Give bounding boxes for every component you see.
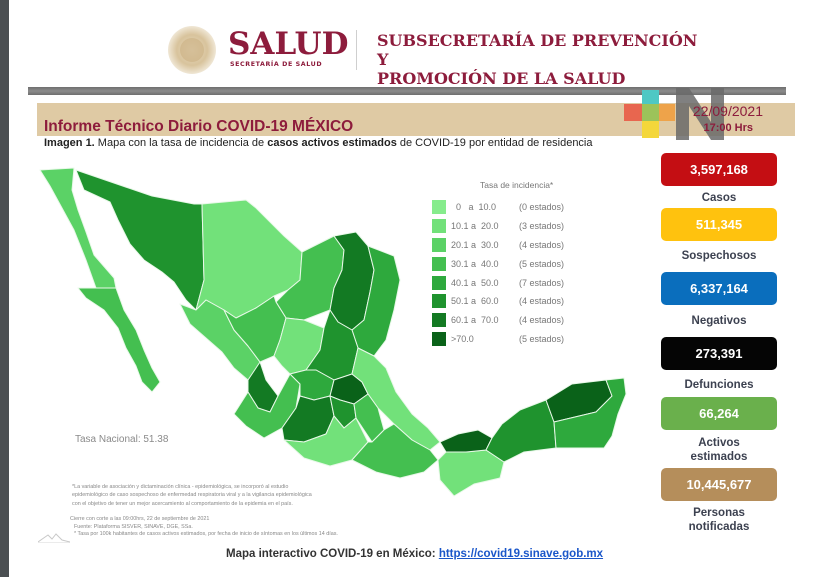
legend-range: 50.1 a 60.0 xyxy=(451,296,499,307)
legend-range: >70.0 xyxy=(451,333,474,344)
legend-item: 40.1 a 50.0 (7 estados) xyxy=(432,273,612,292)
stat-card-casos: 3,597,168 xyxy=(661,153,777,186)
legend-count: (5 estados) xyxy=(519,258,565,269)
legend-item: 50.1 a 60.0 (4 estados) xyxy=(432,292,612,311)
legend-title: Tasa de incidencia* xyxy=(480,180,554,190)
note-line: *La variable de asociación y dictaminaci… xyxy=(72,484,289,490)
stat-label-defunciones: Defunciones xyxy=(684,379,754,391)
methodology-notes: *La variable de asociación y dictaminaci… xyxy=(72,483,312,508)
legend-range: 60.1 a 70.0 xyxy=(451,315,499,326)
stat-card-negativos: 6,337,164 xyxy=(661,272,777,305)
stat-label-sospechosos: Sospechosos xyxy=(681,250,757,262)
legend-swatch xyxy=(432,331,446,346)
legend-swatch xyxy=(432,200,446,215)
stats-panel: 3,597,168 Casos 511,345 Sospechosos 6,33… xyxy=(661,153,777,534)
legend-count: (7 estados) xyxy=(519,277,565,288)
legend-swatch xyxy=(432,237,446,252)
legend-item: 0 a 10.0 (0 estados) xyxy=(432,198,612,217)
legend-item: >70.0 (5 estados) xyxy=(432,330,612,349)
legend-count: (4 estados) xyxy=(519,296,565,307)
footer: Mapa interactivo COVID-19 en México: htt… xyxy=(226,548,603,560)
legend-count: (4 estados) xyxy=(519,239,565,250)
stat-label-personas: Personas notificadas xyxy=(688,507,750,533)
source-notes: Cierre con corte a las 09:00hrs, 22 de s… xyxy=(70,516,338,539)
legend-count: (4 estados) xyxy=(519,315,565,326)
header: SALUD SECRETARÍA DE SALUD SUBSECRETARÍA … xyxy=(160,22,700,88)
caption-bold: casos activos estimados xyxy=(267,137,397,149)
legend-item: 30.1 a 40.0 (5 estados) xyxy=(432,254,612,273)
n-watermark-logo-icon xyxy=(624,88,724,140)
report-title: Informe Técnico Diario COVID-19 MÉXICO xyxy=(44,118,354,135)
mexico-incidence-map xyxy=(39,167,627,497)
stat-label-negativos: Negativos xyxy=(691,315,747,327)
legend-range: 10.1 a 20.0 xyxy=(451,221,499,232)
note-line: Fuente: Plataforma SISVER, SINAVE, DGE, … xyxy=(74,523,193,530)
subsecretaria-line2: PROMOCIÓN DE LA SALUD xyxy=(377,69,626,88)
stat-label-activos: Activos estimados xyxy=(690,437,748,463)
stat-label-casos: Casos xyxy=(701,192,737,204)
subsecretaria-title: SUBSECRETARÍA DE PREVENCIÓN Y PROMOCIÓN … xyxy=(377,31,700,88)
stat-card-activos: 66,264 xyxy=(661,397,777,430)
legend-count: (0 estados) xyxy=(519,202,565,213)
note-line: * Tasa por 100k habitantes de casos acti… xyxy=(74,531,338,537)
legend-count: (5 estados) xyxy=(519,333,565,344)
interactive-map-link[interactable]: https://covid19.sinave.gob.mx xyxy=(438,548,604,560)
report-time: 17:00 Hrs xyxy=(703,122,753,134)
legend-count: (3 estados) xyxy=(519,221,565,232)
mountain-icon xyxy=(38,533,70,543)
note-line: con el objetivo de tener un mejor acerca… xyxy=(72,500,293,507)
left-border-strip xyxy=(0,0,9,577)
legend-range: 0 a 10.0 xyxy=(451,202,497,213)
legend-range: 30.1 a 40.0 xyxy=(451,258,499,269)
legend-item: 10.1 a 20.0 (3 estados) xyxy=(432,217,612,236)
legend-swatch xyxy=(432,313,446,328)
header-divider xyxy=(356,30,357,70)
salud-logo-subtitle: SECRETARÍA DE SALUD xyxy=(230,61,323,68)
note-line: epidemiológico de caso sospechoso de enf… xyxy=(72,492,312,499)
image-caption: Imagen 1. Mapa con la tasa de incidencia… xyxy=(44,137,593,149)
national-seal-icon xyxy=(168,26,216,74)
note-line: Cierre con corte a las 09:00hrs, 22 de s… xyxy=(70,516,210,522)
legend-swatch xyxy=(432,219,446,234)
caption-text2: de COVID-19 por entidad de residencia xyxy=(396,137,593,149)
tasa-nacional: Tasa Nacional: 51.38 xyxy=(75,434,169,445)
legend-range: 40.1 a 50.0 xyxy=(451,277,499,288)
legend-swatch xyxy=(432,275,446,290)
grey-rule xyxy=(28,87,786,95)
salud-logo-word: SALUD xyxy=(228,26,349,62)
report-date: 22/09/2021 xyxy=(692,103,763,119)
stat-card-defunciones: 273,391 xyxy=(661,337,777,370)
footer-label: Mapa interactivo COVID-19 en México: xyxy=(226,548,439,560)
legend-swatch xyxy=(432,256,446,271)
subsecretaria-line1: SUBSECRETARÍA DE PREVENCIÓN Y xyxy=(377,31,698,69)
caption-text1: Mapa con la tasa de incidencia de xyxy=(94,137,268,149)
stat-card-personas: 10,445,677 xyxy=(661,468,777,501)
legend-range: 20.1 a 30.0 xyxy=(451,239,499,250)
legend-swatch xyxy=(432,294,446,309)
legend-item: 20.1 a 30.0 (4 estados) xyxy=(432,236,612,255)
map-legend: Tasa de incidencia* 0 a 10.0 (0 estados)… xyxy=(432,180,612,348)
caption-prefix: Imagen 1. xyxy=(44,137,95,149)
stat-card-sospechosos: 511,345 xyxy=(661,208,777,241)
legend-item: 60.1 a 70.0 (4 estados) xyxy=(432,311,612,330)
